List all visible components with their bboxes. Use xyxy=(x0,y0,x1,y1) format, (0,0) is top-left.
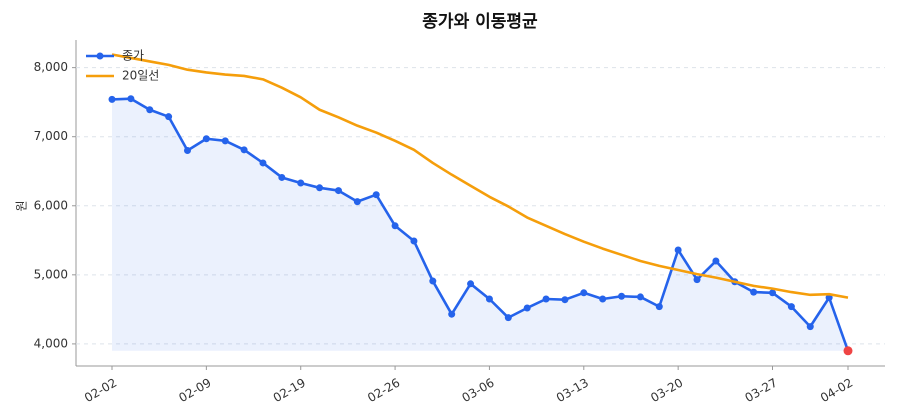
y-tick-label: 6,000 xyxy=(34,198,68,212)
point xyxy=(806,323,814,331)
point xyxy=(523,304,531,312)
series-line xyxy=(111,53,849,299)
point xyxy=(202,135,210,143)
point xyxy=(467,280,475,288)
point xyxy=(165,113,173,121)
point xyxy=(674,246,682,254)
point xyxy=(618,292,626,300)
x-tick-label: 02-19 xyxy=(271,376,308,406)
point xyxy=(825,294,833,302)
point xyxy=(712,257,720,265)
point xyxy=(769,289,777,297)
point xyxy=(410,237,418,245)
point xyxy=(146,106,154,114)
legend-marker xyxy=(96,52,104,60)
point xyxy=(542,295,550,303)
point xyxy=(108,95,116,103)
legend-label: 종가 xyxy=(122,49,144,63)
x-tick-label: 02-09 xyxy=(176,376,213,406)
x-tick-label: 02-26 xyxy=(365,376,402,406)
last-point xyxy=(843,346,853,356)
x-tick-label: 02-02 xyxy=(82,376,119,406)
point xyxy=(693,276,701,284)
point xyxy=(655,303,663,311)
point xyxy=(259,159,267,167)
area-fill xyxy=(112,98,848,351)
point xyxy=(278,173,286,181)
point xyxy=(448,310,456,318)
point xyxy=(316,184,324,192)
x-tick-label: 04-02 xyxy=(818,376,855,406)
y-axis-label: 원 xyxy=(15,200,29,211)
point xyxy=(297,179,305,187)
point xyxy=(580,289,588,297)
point xyxy=(787,303,795,311)
point xyxy=(504,314,512,322)
y-tick-label: 4,000 xyxy=(34,336,68,350)
x-tick-label: 03-20 xyxy=(648,376,685,406)
point xyxy=(334,187,342,195)
legend-label: 20일선 xyxy=(122,69,159,83)
point xyxy=(183,147,191,155)
x-tick-label: 03-06 xyxy=(459,376,496,406)
point xyxy=(353,198,361,206)
point xyxy=(127,95,135,103)
point xyxy=(485,295,493,303)
point xyxy=(429,277,437,285)
point xyxy=(221,137,229,145)
chart-title: 종가와 이동평균 xyxy=(422,12,538,32)
point xyxy=(372,191,380,199)
x-tick-label: 03-13 xyxy=(554,376,591,406)
point xyxy=(391,222,399,230)
point xyxy=(599,295,607,303)
y-tick-label: 5,000 xyxy=(34,267,68,281)
y-tick-label: 7,000 xyxy=(34,129,68,143)
point xyxy=(561,296,569,304)
point xyxy=(636,293,644,301)
y-tick-label: 8,000 xyxy=(34,60,68,74)
point xyxy=(240,146,248,154)
series-line xyxy=(111,97,850,352)
x-tick-label: 03-27 xyxy=(743,376,780,406)
point xyxy=(750,288,758,296)
